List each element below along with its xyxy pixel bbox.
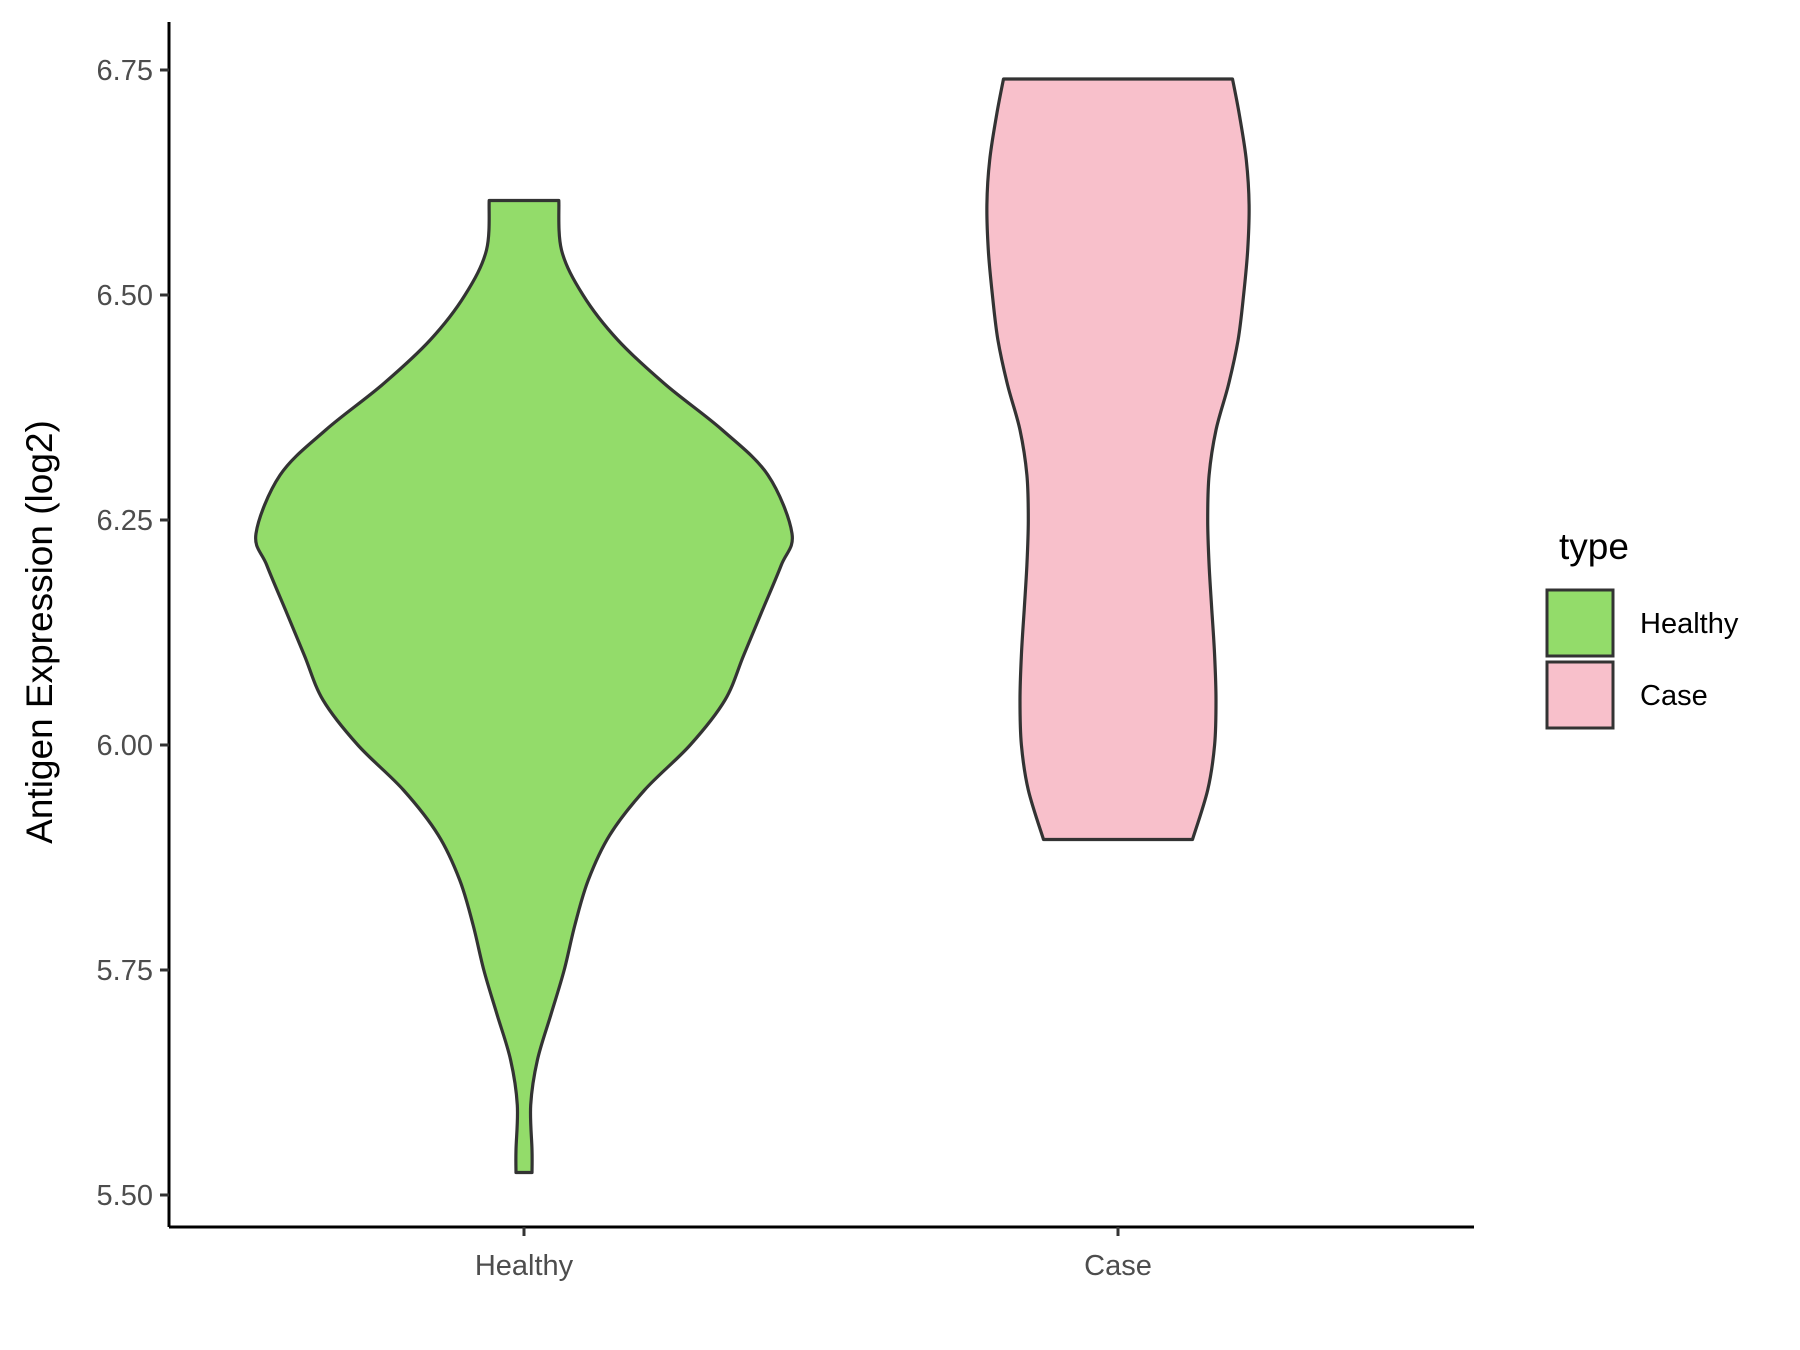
y-tick-label: 6.00 bbox=[97, 730, 153, 762]
y-ticks: 5.50 5.75 6.00 6.25 6.50 6.75 bbox=[97, 55, 169, 1212]
legend-swatch-case bbox=[1545, 660, 1615, 730]
legend-label-case: Case bbox=[1640, 680, 1708, 712]
legend: type Healthy Case bbox=[1545, 526, 1739, 730]
y-tick-label: 6.75 bbox=[97, 55, 153, 87]
y-tick-label: 6.50 bbox=[97, 280, 153, 312]
axes: 5.50 5.75 6.00 6.25 6.50 6.75 Healthy Case bbox=[97, 22, 1474, 1282]
violin-case bbox=[985, 77, 1251, 842]
x-ticks: Healthy Case bbox=[475, 1227, 1152, 1282]
legend-title: type bbox=[1559, 526, 1629, 567]
y-tick-label: 6.25 bbox=[97, 505, 153, 537]
legend-swatch-healthy bbox=[1545, 588, 1615, 658]
x-tick-label: Healthy bbox=[475, 1250, 574, 1282]
legend-items: Healthy Case bbox=[1545, 588, 1739, 730]
x-tick-label: Case bbox=[1084, 1250, 1152, 1282]
y-tick-label: 5.75 bbox=[97, 955, 153, 987]
y-axis-title: Antigen Expression (log2) bbox=[19, 420, 60, 844]
legend-label-healthy: Healthy bbox=[1640, 608, 1739, 640]
violin-healthy bbox=[254, 198, 794, 1175]
y-tick-label: 5.50 bbox=[97, 1180, 153, 1212]
violins bbox=[254, 77, 1251, 1175]
